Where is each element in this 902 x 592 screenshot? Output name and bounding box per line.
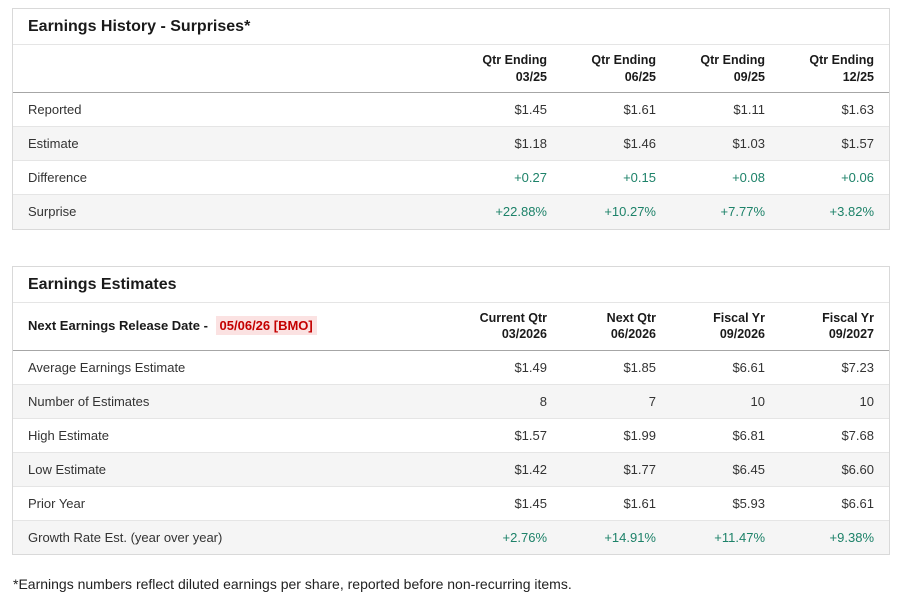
cell-value: $1.63 [841,102,874,117]
column-header-date: 09/2027 [828,327,874,341]
cell-value: +2.76% [502,529,547,545]
cell-value: $1.57 [514,427,547,443]
column-header-date: 03/25 [515,69,547,84]
empty-header-cell [13,45,453,93]
cell-value: +7.77% [720,204,765,220]
section-gap [12,230,890,266]
cell-value: $1.85 [623,359,656,375]
column-header-date: 03/2026 [501,327,547,341]
cell-value: $1.03 [732,136,765,151]
column-header-period: Qtr Ending [482,53,547,67]
row-label: Prior Year [28,495,86,511]
cell-value: +3.82% [829,204,874,220]
column-header-period: Qtr Ending [700,53,765,67]
table-row-number-of-estimates: Number of Estimates 8 7 10 10 [13,384,889,418]
table-row-low-estimate: Low Estimate $1.42 $1.77 $6.45 $6.60 [13,452,889,486]
cell-value: $1.61 [623,495,656,511]
cell-value: $6.60 [841,461,874,477]
cell-value: $7.23 [841,359,874,375]
cell-value: +11.47% [714,529,765,545]
table-row-difference: Difference +0.27 +0.15 +0.08 +0.06 [13,161,889,195]
cell-value: $1.99 [623,427,656,443]
column-header-q1: Qtr Ending 03/25 [453,45,562,93]
column-header-date: 06/25 [624,69,656,84]
column-header-date: 06/2026 [610,327,656,341]
cell-value: +0.15 [623,170,656,185]
earnings-history-title: Earnings History - Surprises* [13,9,889,45]
cell-value: $1.46 [623,136,656,151]
cell-value: +14.91% [604,529,656,545]
cell-value: $6.45 [732,461,765,477]
cell-value: +0.27 [514,170,547,185]
column-header-fiscal-yr-1: Fiscal Yr 09/2026 [671,303,780,351]
cell-value: $1.61 [623,102,656,117]
cell-value: $1.57 [841,136,874,151]
cell-value: +10.27% [604,204,656,220]
column-header-date: 09/25 [733,69,765,84]
column-header-period: Qtr Ending [809,53,874,67]
column-header-current-qtr: Current Qtr 03/2026 [453,303,562,351]
cell-value: +9.38% [829,529,874,545]
cell-value: $1.45 [514,102,547,117]
column-header-date: 12/25 [842,69,874,84]
release-date-label: Next Earnings Release Date - [28,318,212,334]
row-label: Difference [28,170,88,185]
column-header-q2: Qtr Ending 06/25 [562,45,671,93]
table-row-high-estimate: High Estimate $1.57 $1.99 $6.81 $7.68 [13,418,889,452]
cell-value: 8 [539,393,547,409]
cell-value: 10 [750,393,765,409]
row-label: Number of Estimates [28,393,150,409]
earnings-history-header-row: Qtr Ending 03/25 Qtr Ending 06/25 Qtr En… [13,45,889,93]
earnings-estimates-table: Next Earnings Release Date - 05/06/26 [B… [13,303,889,554]
column-header-period: Current Qtr [479,310,547,325]
column-header-period: Fiscal Yr [713,310,765,325]
earnings-history-table: Qtr Ending 03/25 Qtr Ending 06/25 Qtr En… [13,45,889,229]
table-row-estimate: Estimate $1.18 $1.46 $1.03 $1.57 [13,126,889,161]
column-header-period: Fiscal Yr [822,310,874,325]
cell-value: $1.42 [514,461,547,477]
cell-value: $1.45 [514,495,547,511]
cell-value: $1.77 [623,461,656,477]
cell-value: $1.11 [733,102,765,117]
row-label: Average Earnings Estimate [28,359,186,375]
cell-value: $6.61 [732,359,765,375]
earnings-estimates-header-row: Next Earnings Release Date - 05/06/26 [B… [13,303,889,351]
row-label: High Estimate [28,427,109,443]
cell-value: $1.49 [514,359,547,375]
cell-value: $7.68 [841,427,874,443]
earnings-estimates-card: Earnings Estimates Next Earnings Release… [12,265,890,555]
cell-value: +22.88% [495,204,547,220]
column-header-next-qtr: Next Qtr 06/2026 [562,303,671,351]
column-header-date: 09/2026 [719,327,765,341]
column-header-q4: Qtr Ending 12/25 [780,45,889,93]
earnings-estimates-title: Earnings Estimates [13,267,889,303]
cell-value: 10 [859,393,874,409]
table-row-average-earnings-estimate: Average Earnings Estimate $1.49 $1.85 $6… [13,350,889,384]
row-label: Low Estimate [28,461,107,477]
cell-value: +0.08 [732,170,765,185]
table-row-surprise: Surprise +22.88% +10.27% +7.77% +3.82% [13,194,889,229]
column-header-period: Next Qtr [606,310,656,325]
cell-value: 7 [648,393,656,409]
row-label: Estimate [28,136,79,151]
row-label: Surprise [28,204,77,220]
cell-value: $1.18 [514,136,547,151]
column-header-period: Qtr Ending [591,53,656,67]
release-date-badge: 05/06/26 [BMO] [215,316,317,336]
column-header-fiscal-yr-2: Fiscal Yr 09/2027 [780,303,889,351]
row-label: Reported [28,102,82,117]
column-header-q3: Qtr Ending 09/25 [671,45,780,93]
cell-value: +0.06 [841,170,874,185]
table-row-reported: Reported $1.45 $1.61 $1.11 $1.63 [13,93,889,127]
table-row-growth-rate-est: Growth Rate Est. (year over year) +2.76%… [13,520,889,554]
release-date-cell: Next Earnings Release Date - 05/06/26 [B… [13,303,453,351]
cell-value: $5.93 [732,495,765,511]
earnings-history-card: Earnings History - Surprises* Qtr Ending… [12,8,890,230]
cell-value: $6.81 [732,427,765,443]
table-row-prior-year: Prior Year $1.45 $1.61 $5.93 $6.61 [13,486,889,520]
footnote: *Earnings numbers reflect diluted earnin… [13,576,572,592]
cell-value: $6.61 [841,495,874,511]
row-label: Growth Rate Est. (year over year) [28,529,223,545]
